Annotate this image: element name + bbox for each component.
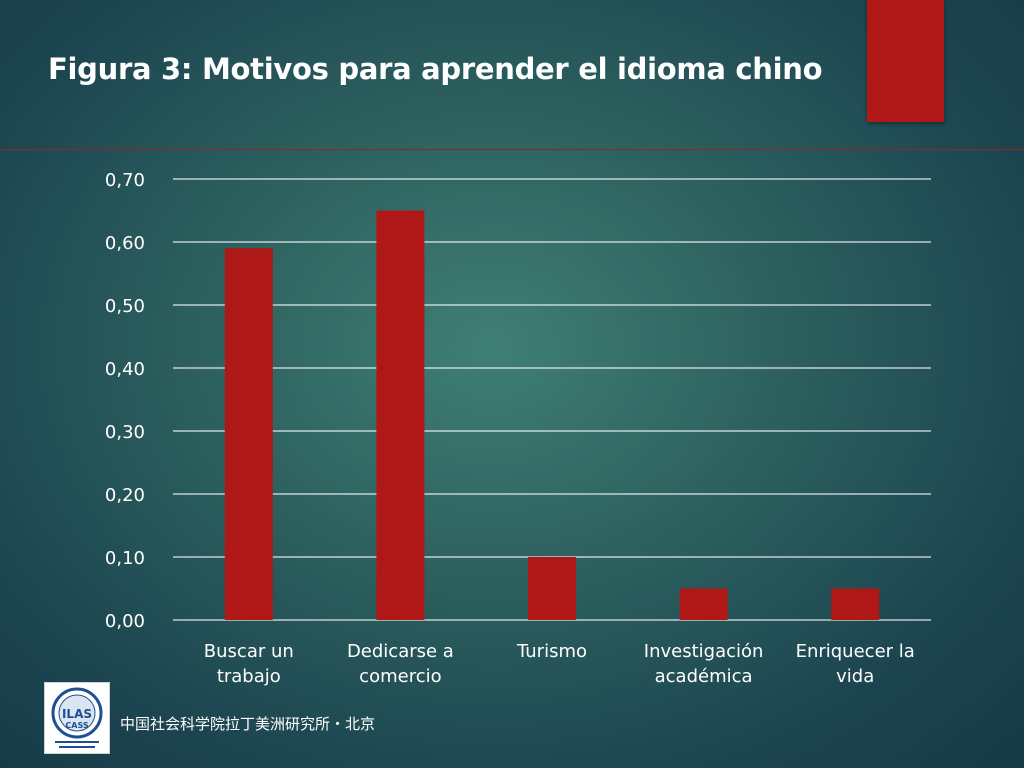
x-category-label-line: Dedicarse a <box>347 641 454 662</box>
ilas-cass-logo: ILAS CASS <box>44 682 110 754</box>
svg-text:ILAS: ILAS <box>62 707 92 721</box>
bar <box>376 210 425 620</box>
bar <box>528 557 576 620</box>
bar <box>831 588 880 620</box>
x-category-label-line: trabajo <box>217 666 281 687</box>
y-tick-label: 0,70 <box>105 170 145 191</box>
bar-chart: 0,00 0,10 0,20 0,30 0,40 0,50 0,60 0,70 Buscar u… <box>105 170 915 687</box>
svg-text:CASS: CASS <box>65 721 88 730</box>
title-divider <box>0 149 1024 150</box>
x-category-label: Enriquecer la vida <box>796 641 915 687</box>
bar <box>679 588 728 620</box>
footer-institution-text: 中国社会科学院拉丁美洲研究所・北京 <box>120 715 376 733</box>
x-category-label: Turismo <box>516 641 587 662</box>
x-category-label: Buscar un trabajo <box>204 641 294 687</box>
y-tick-label: 0,60 <box>105 233 145 254</box>
x-category-label: Investigación académica <box>644 641 764 687</box>
x-category-label-line: comercio <box>359 666 441 687</box>
decorative-accent-block <box>867 0 944 122</box>
x-category-label-line: Buscar un <box>204 641 294 662</box>
page-title: Figura 3: Motivos para aprender el idiom… <box>48 52 823 86</box>
x-category-label-line: académica <box>655 666 753 687</box>
x-category-label-line: vida <box>836 666 874 687</box>
y-tick-label: 0,50 <box>105 296 145 317</box>
x-category-label: Dedicarse a comercio <box>347 641 454 687</box>
x-category-label-line: Investigación <box>644 641 764 662</box>
x-category-label-line: Turismo <box>516 641 587 662</box>
y-tick-label: 0,10 <box>105 548 145 569</box>
y-tick-label: 0,00 <box>105 611 145 632</box>
y-tick-label: 0,30 <box>105 422 145 443</box>
y-tick-label: 0,20 <box>105 485 145 506</box>
bar <box>224 248 273 621</box>
x-category-label-line: Enriquecer la <box>796 641 915 662</box>
y-tick-label: 0,40 <box>105 359 145 380</box>
